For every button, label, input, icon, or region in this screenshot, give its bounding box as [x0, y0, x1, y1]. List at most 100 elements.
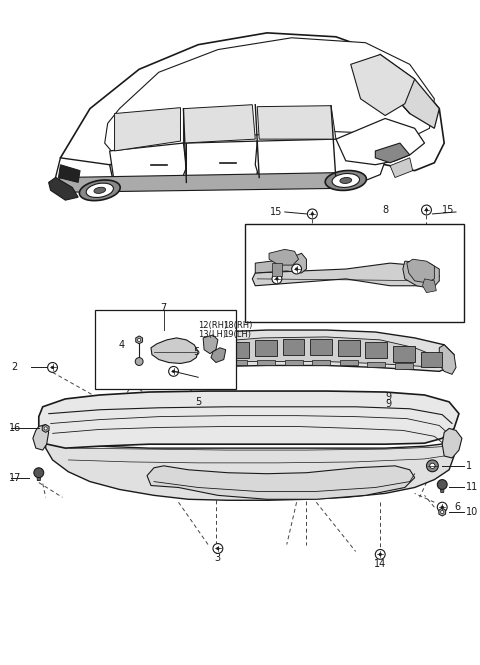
Bar	[95, 311, 236, 389]
Circle shape	[216, 547, 219, 550]
Text: 3: 3	[215, 553, 221, 563]
Polygon shape	[272, 263, 282, 276]
Bar	[395, 364, 413, 369]
Polygon shape	[255, 253, 306, 273]
Bar	[311, 339, 332, 354]
Circle shape	[292, 264, 301, 274]
Polygon shape	[56, 158, 115, 192]
Circle shape	[441, 511, 444, 513]
Polygon shape	[60, 33, 444, 171]
Text: 6: 6	[454, 502, 460, 512]
Polygon shape	[442, 428, 462, 458]
Polygon shape	[109, 143, 186, 184]
Circle shape	[375, 549, 385, 559]
Circle shape	[421, 205, 432, 215]
Polygon shape	[336, 118, 424, 165]
Text: 11: 11	[466, 483, 478, 493]
Bar	[420, 352, 442, 368]
Text: 9: 9	[385, 392, 391, 402]
Circle shape	[51, 366, 54, 368]
Polygon shape	[147, 466, 415, 499]
Polygon shape	[365, 55, 439, 128]
Circle shape	[295, 268, 298, 270]
Bar	[255, 340, 277, 356]
Text: 5: 5	[193, 346, 200, 356]
Polygon shape	[105, 38, 434, 155]
Polygon shape	[154, 330, 454, 374]
Ellipse shape	[79, 180, 120, 201]
Circle shape	[135, 358, 143, 366]
Bar	[312, 360, 330, 366]
Polygon shape	[422, 279, 436, 293]
Circle shape	[34, 467, 44, 477]
Text: 16: 16	[9, 424, 22, 434]
Polygon shape	[46, 443, 454, 500]
Polygon shape	[33, 424, 48, 450]
Circle shape	[168, 366, 179, 376]
Circle shape	[272, 274, 282, 284]
Bar	[283, 339, 304, 354]
Bar	[257, 360, 275, 366]
Ellipse shape	[94, 188, 106, 194]
Polygon shape	[269, 249, 299, 265]
Polygon shape	[186, 141, 259, 182]
Polygon shape	[375, 143, 410, 163]
Ellipse shape	[332, 174, 360, 188]
Polygon shape	[48, 178, 78, 200]
Polygon shape	[151, 338, 198, 364]
Text: 5: 5	[195, 397, 201, 407]
Circle shape	[44, 427, 47, 430]
Polygon shape	[211, 348, 226, 362]
Ellipse shape	[340, 178, 352, 184]
Circle shape	[276, 278, 278, 280]
Polygon shape	[136, 336, 143, 344]
Text: 17: 17	[9, 473, 22, 483]
Text: 15: 15	[442, 205, 454, 215]
Circle shape	[311, 213, 313, 215]
Polygon shape	[252, 263, 439, 286]
Polygon shape	[56, 173, 351, 192]
Text: 18(RH): 18(RH)	[223, 321, 252, 330]
Polygon shape	[167, 337, 442, 368]
Circle shape	[430, 464, 435, 468]
Circle shape	[172, 370, 175, 372]
Polygon shape	[439, 344, 456, 374]
Text: 15: 15	[269, 207, 282, 217]
Polygon shape	[407, 259, 434, 283]
Circle shape	[213, 543, 223, 553]
Circle shape	[379, 553, 382, 556]
Text: 13(LH): 13(LH)	[198, 331, 226, 339]
Bar	[230, 360, 247, 366]
Bar	[365, 342, 387, 358]
Circle shape	[427, 460, 438, 471]
Bar	[338, 340, 360, 356]
Polygon shape	[183, 104, 255, 143]
Text: 4: 4	[118, 340, 124, 350]
Bar	[245, 223, 464, 322]
Circle shape	[425, 209, 428, 211]
Bar	[393, 346, 415, 362]
Text: 14: 14	[374, 559, 386, 569]
Text: 2: 2	[11, 362, 17, 372]
Polygon shape	[403, 261, 439, 289]
Circle shape	[437, 502, 447, 512]
Bar	[340, 360, 358, 366]
Polygon shape	[351, 55, 415, 116]
Circle shape	[437, 479, 447, 489]
Ellipse shape	[325, 170, 366, 190]
Polygon shape	[390, 158, 413, 178]
Text: 8: 8	[382, 205, 388, 215]
Polygon shape	[257, 106, 336, 139]
Polygon shape	[439, 508, 445, 516]
Text: 12(RH): 12(RH)	[198, 321, 228, 330]
Text: 7: 7	[161, 303, 167, 313]
Text: 9: 9	[385, 399, 391, 409]
Bar	[228, 342, 250, 358]
Circle shape	[307, 209, 317, 219]
Ellipse shape	[86, 183, 113, 198]
Circle shape	[441, 506, 444, 509]
Polygon shape	[39, 391, 459, 448]
Bar	[368, 362, 385, 368]
Polygon shape	[42, 424, 49, 432]
Polygon shape	[255, 139, 385, 182]
